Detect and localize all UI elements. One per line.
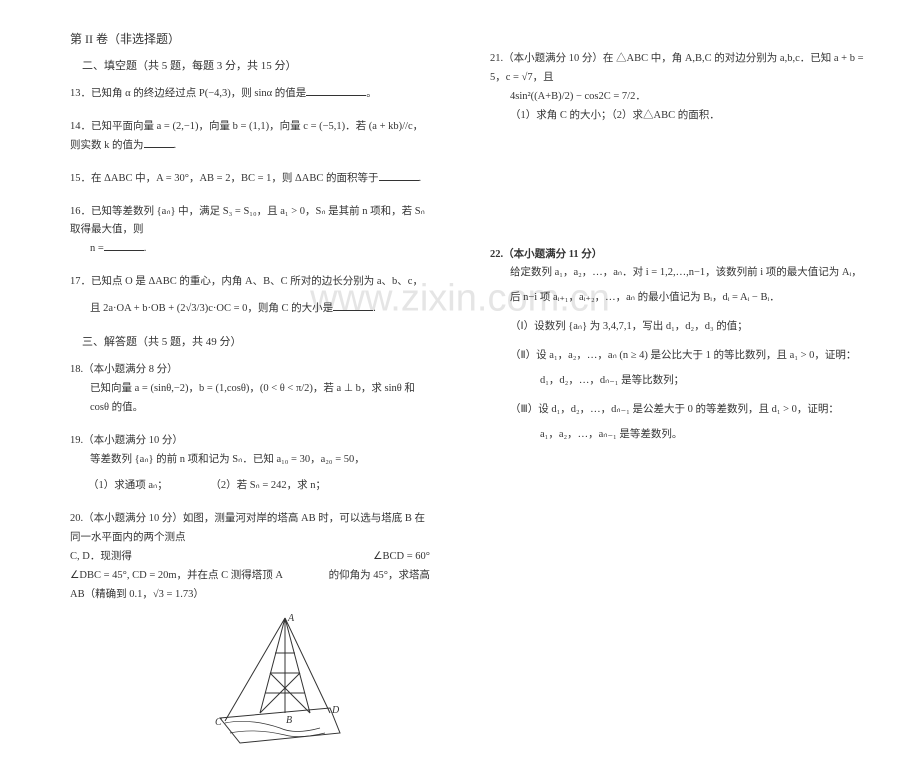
- q20-body1: C, D．现测得: [70, 548, 132, 567]
- q22-label-text: 22.（本小题满分 11 分）: [490, 249, 602, 260]
- section2-title: 二、填空题（共 5 题，每题 3 分，共 15 分）: [70, 57, 430, 73]
- q19: 19.（本小题满分 10 分） 等差数列 {aₙ} 的前 n 项和记为 Sₙ．已…: [70, 432, 430, 497]
- part-title: 第 II 卷（非选择题）: [70, 30, 430, 47]
- q19-sub1: （1）求通项 aₙ；: [88, 477, 168, 496]
- q16-blank: [104, 240, 144, 251]
- q15-blank: [379, 170, 419, 181]
- q13-blank: [306, 85, 366, 96]
- q16: 16．已知等差数列 {aₙ} 中，满足 S₃ = S₁₀，且 a₁ > 0，Sₙ…: [70, 203, 430, 260]
- q22-label: 22.（本小题满分 11 分）: [490, 246, 870, 265]
- q20-right2: 的仰角为 45°，求塔高: [329, 567, 430, 586]
- q14-blank: [144, 137, 174, 148]
- q17-cont-text: 且 2a·OA + b·OB + (2√3/3)c·OC = 0，则角 C 的大…: [90, 303, 333, 314]
- q22-iii-cont: a₁，a₂，…，aₙ₋₁ 是等差数列。: [490, 426, 870, 445]
- left-column: 第 II 卷（非选择题） 二、填空题（共 5 题，每题 3 分，共 15 分） …: [0, 0, 460, 651]
- tower-svg: A B C D: [200, 613, 350, 763]
- q19-subparts: （1）求通项 aₙ； （2）若 Sₙ = 242，求 n；: [70, 477, 430, 496]
- q21: 21.（本小题满分 10 分）在 △ABC 中，角 A,B,C 的对边分别为 a…: [490, 50, 870, 126]
- q17-cont: 且 2a·OA + b·OB + (2√3/3)c·OC = 0，则角 C 的大…: [70, 300, 430, 319]
- q21-eq: 4sin²((A+B)/2) − cos2C = 7/2．: [490, 88, 870, 107]
- q14-text: 14．已知平面向量 a = (2,−1)，向量 b = (1,1)，向量 c =…: [70, 121, 423, 151]
- q19-label: 19.（本小题满分 10 分）: [70, 435, 183, 446]
- q16-text: 16．已知等差数列 {aₙ} 中，满足 S₃ = S₁₀，且 a₁ > 0，Sₙ…: [70, 206, 425, 236]
- q16-cont: n =.: [70, 240, 430, 259]
- q20-label: 20.（本小题满分 10 分）如图，测量河对岸的塔高 AB 时，可以选与塔底 B…: [70, 513, 425, 543]
- q22-body1: 给定数列 a₁，a₂，…，aₙ．对 i = 1,2,…,n−1，该数列前 i 项…: [490, 264, 870, 283]
- q13: 13．已知角 α 的终边经过点 P(−4,3)，则 sinα 的值是。: [70, 85, 430, 104]
- q20-body3: AB（精确到 0.1，√3 = 1.73）: [70, 589, 204, 600]
- q15: 15．在 ΔABC 中，A = 30°，AB = 2，BC = 1，则 ΔABC…: [70, 170, 430, 189]
- q18: 18.（本小题满分 8 分） 已知向量 a = (sinθ,−2)，b = (1…: [70, 361, 430, 418]
- q22-i: （Ⅰ）设数列 {aₙ} 为 3,4,7,1，写出 d₁，d₂，d₃ 的值；: [490, 318, 870, 337]
- q17: 17．已知点 O 是 ΔABC 的重心，内角 A、B、C 所对的边长分别为 a、…: [70, 273, 430, 319]
- q18-body: 已知向量 a = (sinθ,−2)，b = (1,cosθ)，(0 < θ <…: [70, 380, 430, 418]
- q20: 20.（本小题满分 10 分）如图，测量河对岸的塔高 AB 时，可以选与塔底 B…: [70, 510, 430, 770]
- svg-text:C: C: [215, 717, 222, 728]
- q16-cont-text: n =: [90, 243, 104, 254]
- svg-text:A: A: [287, 613, 295, 624]
- q22-body2: 后 n−i 项 aᵢ₊₁，aᵢ₊₂，…，aₙ 的最小值记为 Bᵢ，dᵢ = Aᵢ…: [490, 289, 870, 308]
- q21-sub: （1）求角 C 的大小；（2）求△ABC 的面积．: [490, 107, 870, 126]
- q19-body: 等差数列 {aₙ} 的前 n 项和记为 Sₙ．已知 a₁₀ = 30，a₂₀ =…: [70, 451, 430, 470]
- tower-figure: A B C D: [200, 613, 350, 771]
- q18-label: 18.（本小题满分 8 分）: [70, 364, 178, 375]
- q20-body2: ∠DBC = 45°, CD = 20m，并在点 C 测得塔顶 A: [70, 567, 283, 586]
- q17-blank: [333, 300, 373, 311]
- svg-text:B: B: [286, 715, 292, 726]
- q15-text: 15．在 ΔABC 中，A = 30°，AB = 2，BC = 1，则 ΔABC…: [70, 173, 379, 184]
- q22-ii: （Ⅱ）设 a₁，a₂，…，aₙ (n ≥ 4) 是公比大于 1 的等比数列，且 …: [490, 347, 870, 366]
- q22-ii-cont: d₁，d₂，…，dₙ₋₁ 是等比数列；: [490, 372, 870, 391]
- q19-sub2: （2）若 Sₙ = 242，求 n；: [210, 477, 326, 496]
- q21-label: 21.（本小题满分 10 分）在 △ABC 中，角 A,B,C 的对边分别为 a…: [490, 53, 864, 83]
- q20-right: ∠BCD = 60°: [373, 548, 430, 567]
- q17-text: 17．已知点 O 是 ΔABC 的重心，内角 A、B、C 所对的边长分别为 a、…: [70, 276, 423, 287]
- q22: 22.（本小题满分 11 分） 给定数列 a₁，a₂，…，aₙ．对 i = 1,…: [490, 246, 870, 445]
- q22-iii: （Ⅲ）设 d₁，d₂，…，dₙ₋₁ 是公差大于 0 的等差数列，且 d₁ > 0…: [490, 401, 870, 420]
- right-column: 21.（本小题满分 10 分）在 △ABC 中，角 A,B,C 的对边分别为 a…: [460, 0, 920, 651]
- q14: 14．已知平面向量 a = (2,−1)，向量 b = (1,1)，向量 c =…: [70, 118, 430, 156]
- q13-text: 13．已知角 α 的终边经过点 P(−4,3)，则 sinα 的值是: [70, 88, 306, 99]
- svg-text:D: D: [331, 705, 340, 716]
- section3-title: 三、解答题（共 5 题，共 49 分）: [70, 333, 430, 349]
